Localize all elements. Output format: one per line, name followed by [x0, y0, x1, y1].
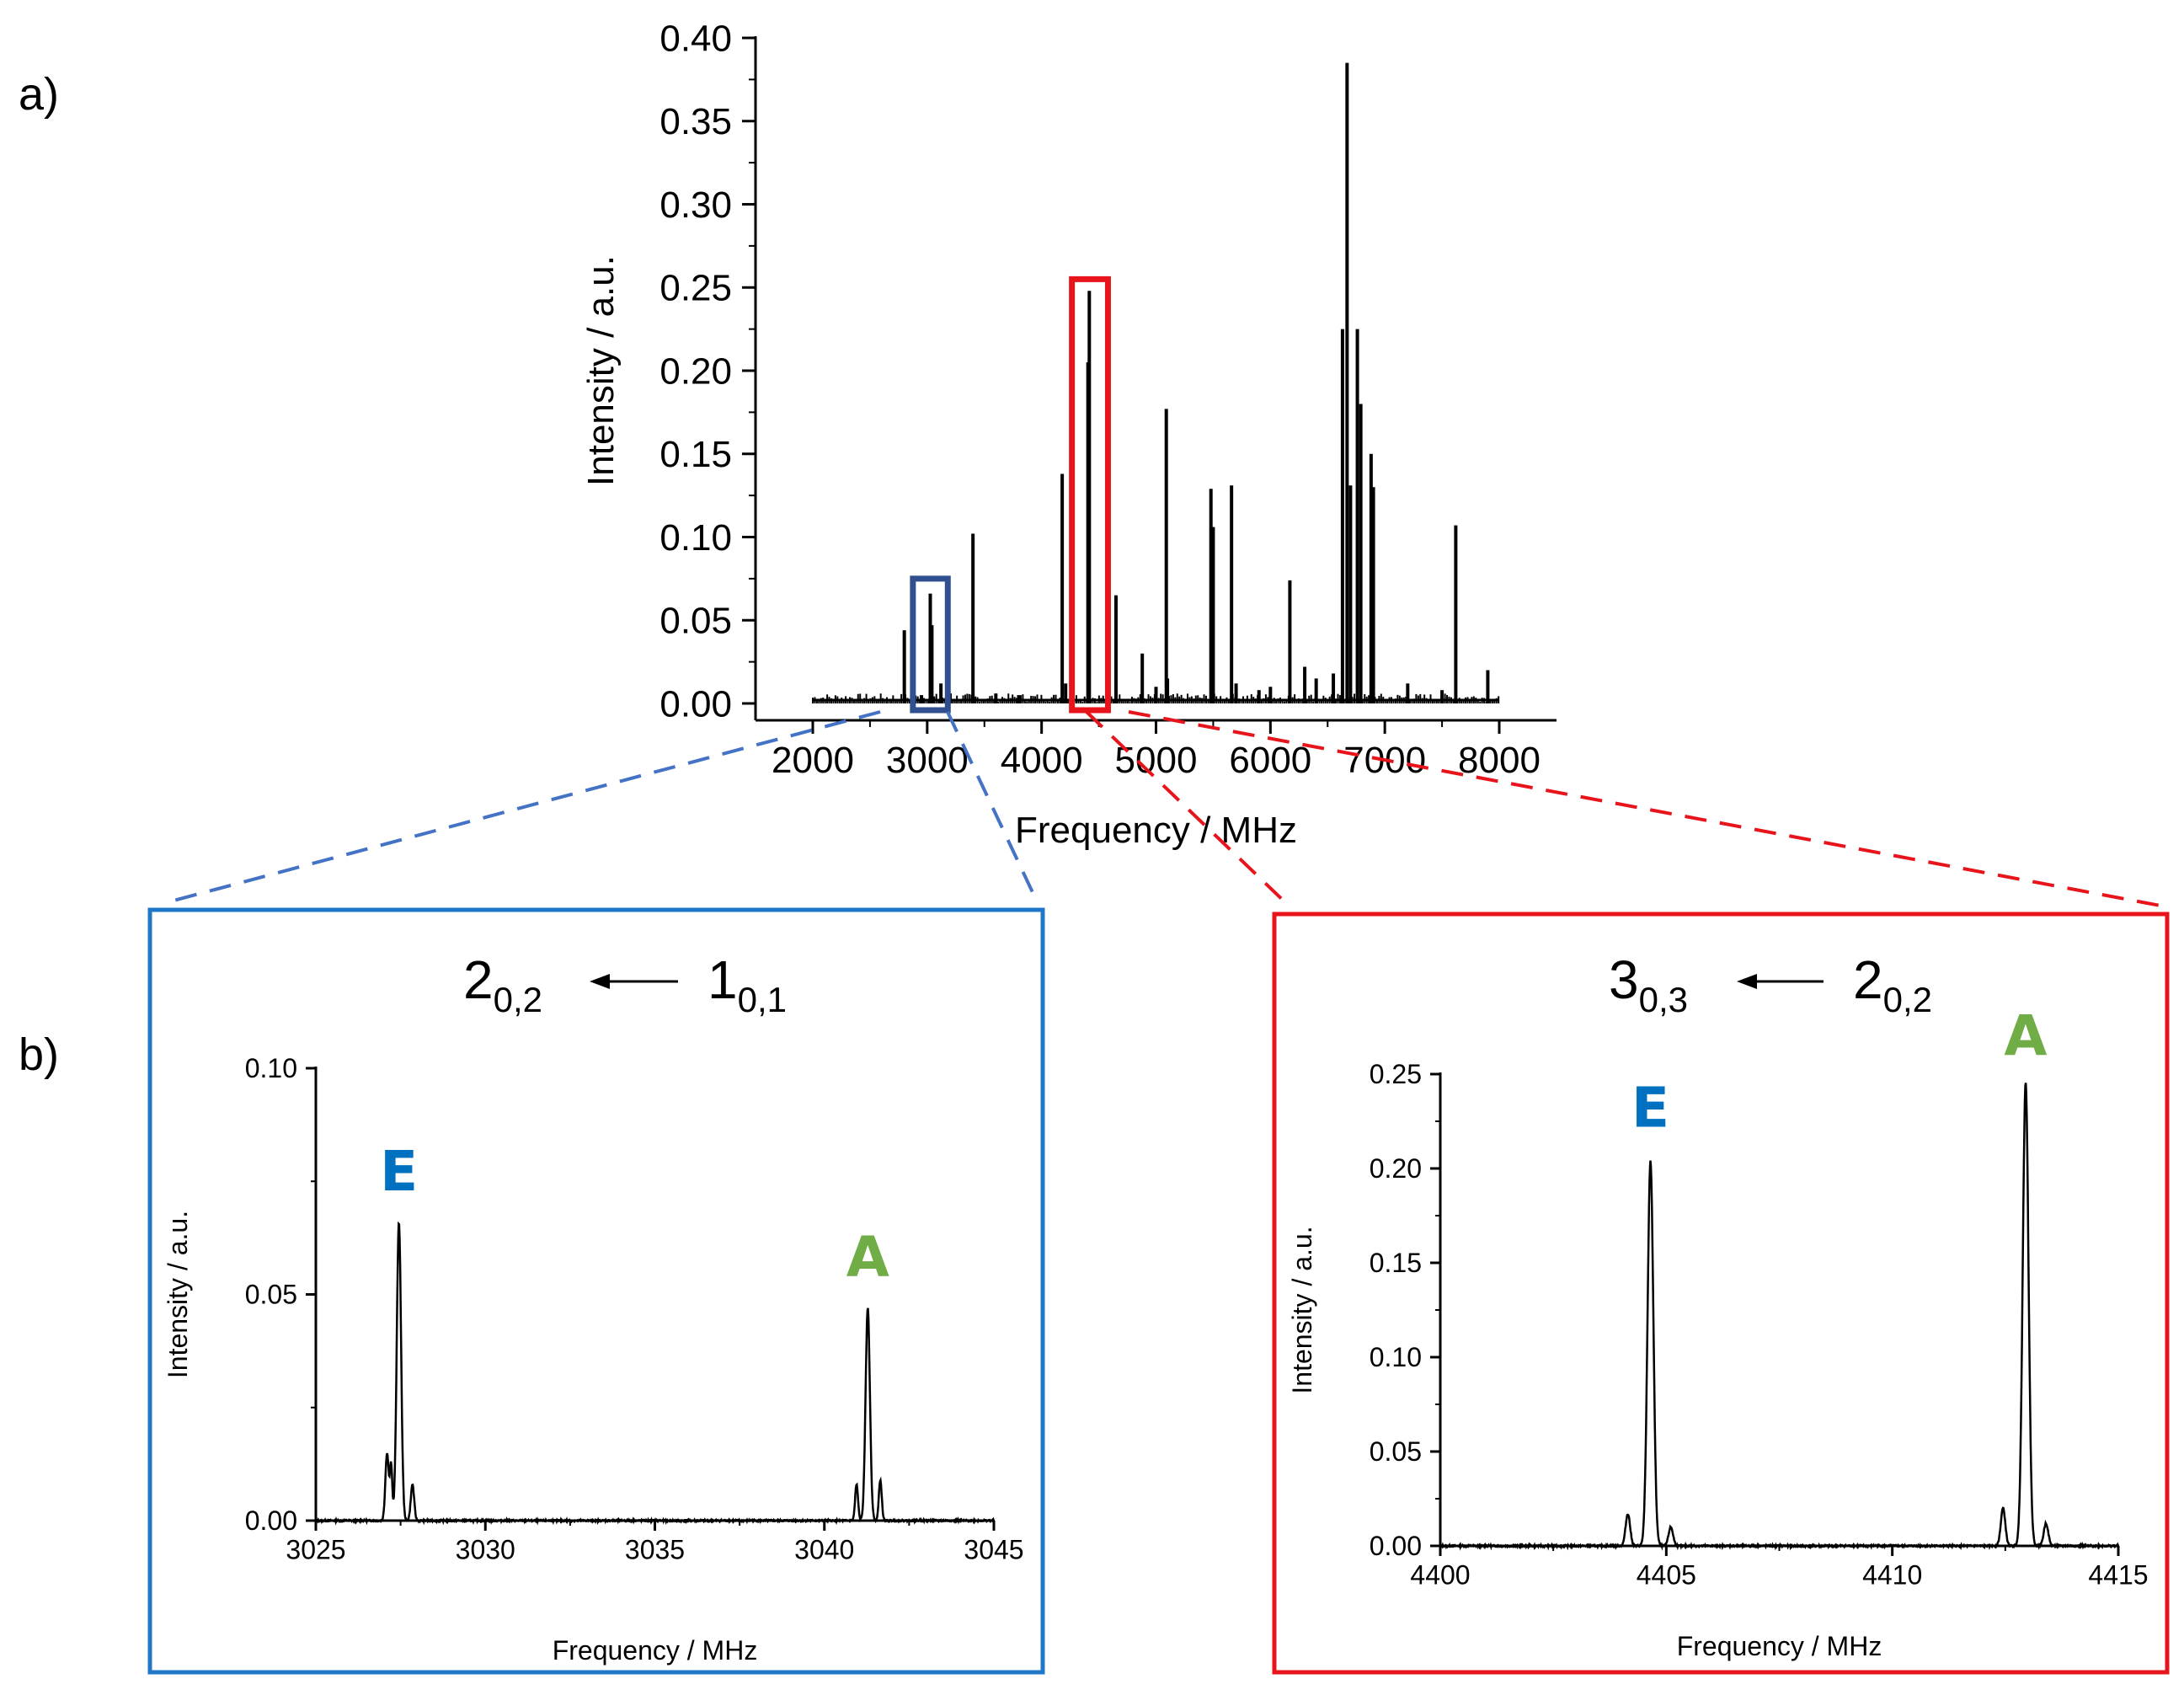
x-tick-label: 4415: [2088, 1560, 2148, 1591]
spectrum-trace: [1439, 1083, 2120, 1551]
connector-right-outer: [1128, 710, 2161, 907]
peak-label-E: E: [380, 1139, 418, 1204]
x-axis-title: Frequency / MHz: [1015, 810, 1297, 851]
transition-right-lower-sub: 0,2: [1883, 980, 1932, 1019]
peak-label-A: A: [2004, 1004, 2047, 1069]
y-tick-label: 0.15: [659, 434, 732, 475]
y-tick-label: 0.00: [659, 683, 732, 725]
transition-right-upper-sub: 0,3: [1639, 980, 1688, 1019]
y-axis-title: Intensity / a.u.: [1287, 1226, 1317, 1393]
x-axis-title: Frequency / MHz: [1677, 1631, 1882, 1661]
y-tick-label: 0.05: [1370, 1436, 1422, 1467]
y-tick-label: 0.00: [1370, 1531, 1422, 1561]
x-tick-label: 4410: [1862, 1560, 1922, 1591]
x-tick-label: 4400: [1410, 1560, 1470, 1591]
x-tick-label: 4405: [1637, 1560, 1696, 1591]
x-tick-label: 4000: [1001, 740, 1083, 781]
red-highlight-box: [1069, 275, 1111, 714]
y-axis-title: Intensity / a.u.: [580, 255, 622, 486]
svg-text:10,1: 10,1: [708, 949, 787, 1019]
svg-text:20,2: 20,2: [1853, 949, 1932, 1019]
transition-label-right: 30,3 20,2: [1609, 949, 1932, 1019]
spectrum-trace: [315, 1221, 996, 1526]
peak-label-E: E: [1631, 1076, 1669, 1141]
zoom-left-chart: 0.00 0.05 0.10 3025 3030 3035 3040 3045 Frequenc…: [163, 1053, 1024, 1666]
overview-chart: 0.00 0.05 0.10 0.15 0.20 0.25 0.30 0.35 0.40 2000…: [580, 18, 1557, 851]
zoom-right-frame: [1272, 912, 2170, 1675]
transition-right-lower: 2: [1853, 949, 1883, 1010]
panel-label-a: a): [19, 69, 59, 120]
y-tick-label: 0.40: [659, 18, 732, 59]
y-tick-label: 0.15: [1370, 1248, 1422, 1278]
transition-left-upper-sub: 0,2: [494, 980, 542, 1019]
y-tick-label: 0.10: [659, 517, 732, 559]
panel-label-b: b): [19, 1029, 59, 1080]
y-axis-title: Intensity / a.u.: [163, 1211, 193, 1378]
y-tick-label: 0.05: [659, 601, 732, 642]
transition-label-left: 20,2 10,1: [463, 949, 787, 1019]
transition-left-upper: 2: [463, 949, 494, 1010]
y-tick-label: 0.00: [245, 1505, 297, 1536]
connector-left-outer: [163, 710, 881, 905]
zoom-right-chart: 0.00 0.05 0.10 0.15 0.20 0.25 4400 4405 4410 4415…: [1287, 1004, 2149, 1661]
x-tick-label: 8000: [1458, 740, 1541, 781]
x-tick-label: 5000: [1115, 740, 1198, 781]
y-tick-label: 0.10: [1370, 1342, 1422, 1372]
x-tick-label: 3045: [964, 1535, 1023, 1565]
y-tick-label: 0.25: [659, 268, 732, 309]
transition-left-lower-sub: 0,1: [738, 980, 787, 1019]
blue-highlight-box: [910, 575, 951, 714]
svg-text:20,2: 20,2: [463, 949, 542, 1019]
peak-label-A: A: [846, 1225, 889, 1290]
x-tick-label: 3025: [286, 1535, 345, 1565]
x-tick-label: 2000: [772, 740, 854, 781]
connector-right-inner: [1085, 710, 1290, 907]
transition-left-lower: 1: [708, 949, 738, 1010]
transition-right-upper: 3: [1609, 949, 1639, 1010]
x-tick-label: 6000: [1229, 740, 1311, 781]
x-axis-title: Frequency / MHz: [553, 1635, 758, 1666]
x-tick-label: 3035: [625, 1535, 685, 1565]
arrow-right-icon: [1737, 974, 1757, 989]
y-tick-label: 0.10: [245, 1053, 297, 1083]
arrow-left-icon: [590, 974, 610, 989]
x-tick-label: 3000: [886, 740, 969, 781]
y-tick-label: 0.30: [659, 184, 732, 226]
y-tick-label: 0.25: [1370, 1059, 1422, 1089]
zoom-left-frame: [147, 907, 1045, 1675]
svg-text:30,3: 30,3: [1609, 949, 1688, 1019]
y-tick-label: 0.35: [659, 101, 732, 142]
x-tick-label: 3030: [456, 1535, 515, 1565]
y-tick-label: 0.20: [659, 350, 732, 392]
y-tick-label: 0.20: [1370, 1153, 1422, 1184]
x-tick-label: 3040: [794, 1535, 854, 1565]
y-tick-label: 0.05: [245, 1280, 297, 1310]
